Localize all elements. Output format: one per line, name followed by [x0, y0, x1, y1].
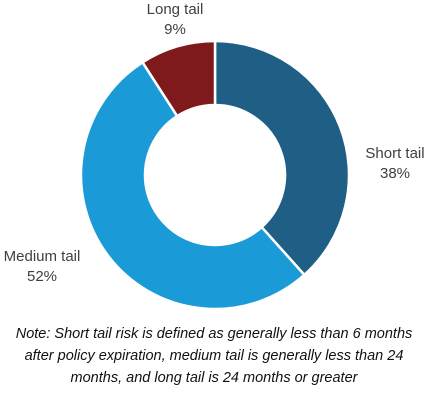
slice-label-short-tail-value: 38% [380, 165, 410, 182]
donut-slice-long-tail [140, 39, 217, 118]
slice-label-long-tail-name: Long tail [147, 1, 204, 18]
donut-chart: Long tail 9% Short tail 38% Medium tail … [4, 1, 425, 311]
slice-label-short-tail-name: Short tail [365, 145, 424, 162]
slice-label-long-tail-value: 9% [164, 21, 186, 38]
donut-slices [79, 39, 351, 311]
donut-slice-short-tail [213, 39, 351, 277]
slice-label-medium-tail-value: 52% [27, 268, 57, 285]
chart-footnote: Note: Short tail risk is defined as gene… [15, 326, 413, 386]
donut-slice-medium-tail [79, 60, 307, 311]
slice-label-medium-tail-name: Medium tail [4, 248, 81, 265]
